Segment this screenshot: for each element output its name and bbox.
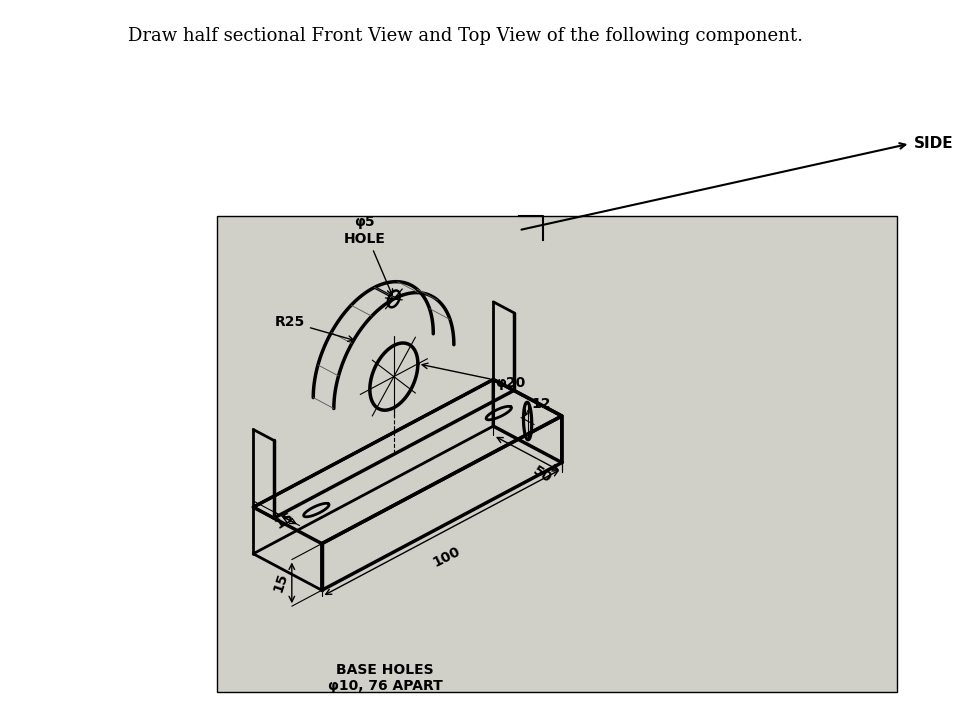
Text: φ5
HOLE: φ5 HOLE: [344, 215, 393, 295]
Text: 15: 15: [271, 571, 290, 595]
Text: SIDE: SIDE: [914, 136, 954, 151]
Bar: [217, 217, 897, 692]
Text: 12: 12: [532, 397, 551, 411]
Text: 100: 100: [430, 545, 463, 570]
Text: BASE HOLES
φ10, 76 APART: BASE HOLES φ10, 76 APART: [328, 663, 443, 694]
Text: 15: 15: [272, 509, 296, 531]
Text: R25: R25: [274, 315, 354, 341]
Text: 50: 50: [531, 463, 554, 486]
Text: Draw half sectional Front View and Top View of the following component.: Draw half sectional Front View and Top V…: [128, 27, 803, 45]
Text: φ20: φ20: [423, 363, 526, 390]
